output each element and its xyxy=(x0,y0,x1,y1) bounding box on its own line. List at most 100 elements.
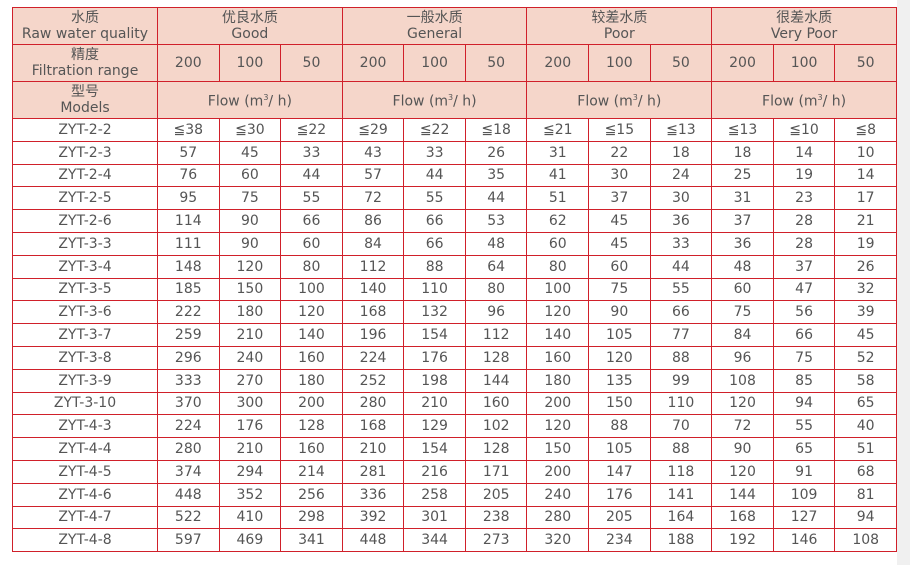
model-cell: ZYT-2-5 xyxy=(12,186,158,211)
models-label-en: Models xyxy=(60,100,110,116)
group-header: 优良水质 Good xyxy=(157,7,343,45)
flow-cell: 24 xyxy=(649,163,713,188)
flow-cell: 140 xyxy=(280,323,343,347)
models-label: 型号 Models xyxy=(12,81,158,119)
flow-cell: 105 xyxy=(588,437,651,461)
flow-cell: 129 xyxy=(403,414,466,439)
filtration-range-cell: 100 xyxy=(403,44,466,82)
quality-label-en: Raw water quality xyxy=(21,26,149,42)
group-name-en: Poor xyxy=(603,26,635,42)
flow-cell: 154 xyxy=(403,323,466,347)
flow-cell: 120 xyxy=(588,345,651,370)
flow-cell: 252 xyxy=(341,368,405,393)
flow-cell: 100 xyxy=(280,277,343,302)
flow-cell: 160 xyxy=(464,391,528,416)
model-cell: ZYT-2-2 xyxy=(12,118,158,142)
table-row: ZYT-3-5 185 150 100 140 110 80 100 75 55 60 47 32 xyxy=(12,277,897,302)
flow-cell: 88 xyxy=(649,437,713,461)
flow-cell: 198 xyxy=(403,368,466,393)
flow-cell: 57 xyxy=(157,140,220,165)
flow-cell: 45 xyxy=(588,231,651,256)
flow-cell: 300 xyxy=(218,391,282,416)
flow-cell: 91 xyxy=(772,459,836,484)
flow-label: Flow (m xyxy=(207,93,264,110)
flow-cell: 88 xyxy=(588,414,651,439)
flow-cell: 296 xyxy=(157,345,220,370)
flow-cell: 28 xyxy=(772,231,836,256)
flow-cell: 214 xyxy=(280,459,343,484)
table-row: ZYT-4-5 374 294 214 281 216 171 200 147 118 120 91 6… xyxy=(12,459,897,484)
flow-cell: 135 xyxy=(588,368,651,393)
flow-cell: 65 xyxy=(772,437,836,461)
flow-cell: 57 xyxy=(341,163,405,188)
flow-cell: 150 xyxy=(218,277,282,302)
flow-cell: 240 xyxy=(218,345,282,370)
flow-cell: 176 xyxy=(403,345,466,370)
flow-cell: 44 xyxy=(403,163,466,188)
flow-cell: 320 xyxy=(526,528,590,553)
flow-cell: 60 xyxy=(588,254,651,279)
flow-cell: 597 xyxy=(157,528,220,553)
flow-cell: 55 xyxy=(403,186,466,211)
flow-cell: 160 xyxy=(280,437,343,461)
flow-cell: 112 xyxy=(341,254,405,279)
flow-cell: 18 xyxy=(649,140,713,165)
flow-cell: 60 xyxy=(280,231,343,256)
filtration-range-cell: 100 xyxy=(588,44,651,82)
flow-cell: 240 xyxy=(526,482,590,507)
table-row: ZYT-3-10 370 300 200 280 210 160 200 150 110 120 94… xyxy=(12,391,897,416)
flow-cell: 150 xyxy=(588,391,651,416)
flow-unit-header: Flow (m3/ h) xyxy=(341,81,528,119)
flow-cell: 85 xyxy=(772,368,836,393)
flow-cell: 44 xyxy=(649,254,713,279)
flow-cell: 205 xyxy=(464,482,528,507)
flow-superscript: 3 xyxy=(263,93,269,103)
flow-unit-end: / h) xyxy=(268,93,292,110)
table-row: ZYT-2-4 76 60 44 57 44 35 41 30 24 25 19 14 xyxy=(12,163,897,188)
flow-cell: 80 xyxy=(464,277,528,302)
flow-cell: 200 xyxy=(526,459,590,484)
flow-cell: 77 xyxy=(649,323,713,347)
flow-cell: 55 xyxy=(772,414,836,439)
flow-cell: 469 xyxy=(218,528,282,553)
flow-cell: 45 xyxy=(218,140,282,165)
flow-cell: 55 xyxy=(280,186,343,211)
flow-cell: 281 xyxy=(341,459,405,484)
quality-label-cn: 水质 xyxy=(71,10,99,26)
flow-cell: ≦18 xyxy=(464,118,528,142)
flow-cell: 65 xyxy=(834,391,897,416)
flow-cell: 17 xyxy=(834,186,897,211)
table-row: ZYT-3-9 333 270 180 252 198 144 180 135 99 108 85 58 xyxy=(12,368,897,393)
models-label-cn: 型号 xyxy=(71,84,99,100)
flow-cell: 43 xyxy=(341,140,405,165)
flow-cell: 31 xyxy=(711,186,774,211)
flow-cell: 118 xyxy=(649,459,713,484)
flow-cell: 90 xyxy=(588,300,651,325)
flow-cell: 210 xyxy=(403,391,466,416)
flow-cell: 75 xyxy=(588,277,651,302)
flow-cell: 180 xyxy=(218,300,282,325)
flow-cell: 114 xyxy=(157,209,220,233)
flow-cell: 68 xyxy=(834,459,897,484)
flow-cell: 64 xyxy=(464,254,528,279)
flow-cell: 21 xyxy=(834,209,897,233)
flow-cell: 47 xyxy=(772,277,836,302)
flow-label: Flow (m xyxy=(762,93,818,110)
flow-cell: 112 xyxy=(464,323,528,347)
flow-cell: 270 xyxy=(218,368,282,393)
quality-header-row: 水质 Raw water quality 优良水质 Good 一般水质 General 较… xyxy=(12,7,897,45)
filtration-range-cell: 50 xyxy=(280,44,343,82)
flow-cell: 22 xyxy=(588,140,651,165)
flow-cell: 37 xyxy=(711,209,774,233)
flow-cell: 35 xyxy=(464,163,528,188)
flow-cell: 108 xyxy=(834,528,897,553)
flow-cell: 37 xyxy=(588,186,651,211)
flow-cell: 196 xyxy=(341,323,405,347)
flow-label: Flow (m xyxy=(577,93,633,110)
filtration-range-cell: 100 xyxy=(772,44,836,82)
flow-cell: 72 xyxy=(341,186,405,211)
model-cell: ZYT-3-6 xyxy=(12,300,158,325)
flow-cell: 352 xyxy=(218,482,282,507)
table-row: ZYT-3-4 148 120 80 112 88 64 80 60 44 48 37 26 xyxy=(12,254,897,279)
model-cell: ZYT-4-3 xyxy=(12,414,158,439)
